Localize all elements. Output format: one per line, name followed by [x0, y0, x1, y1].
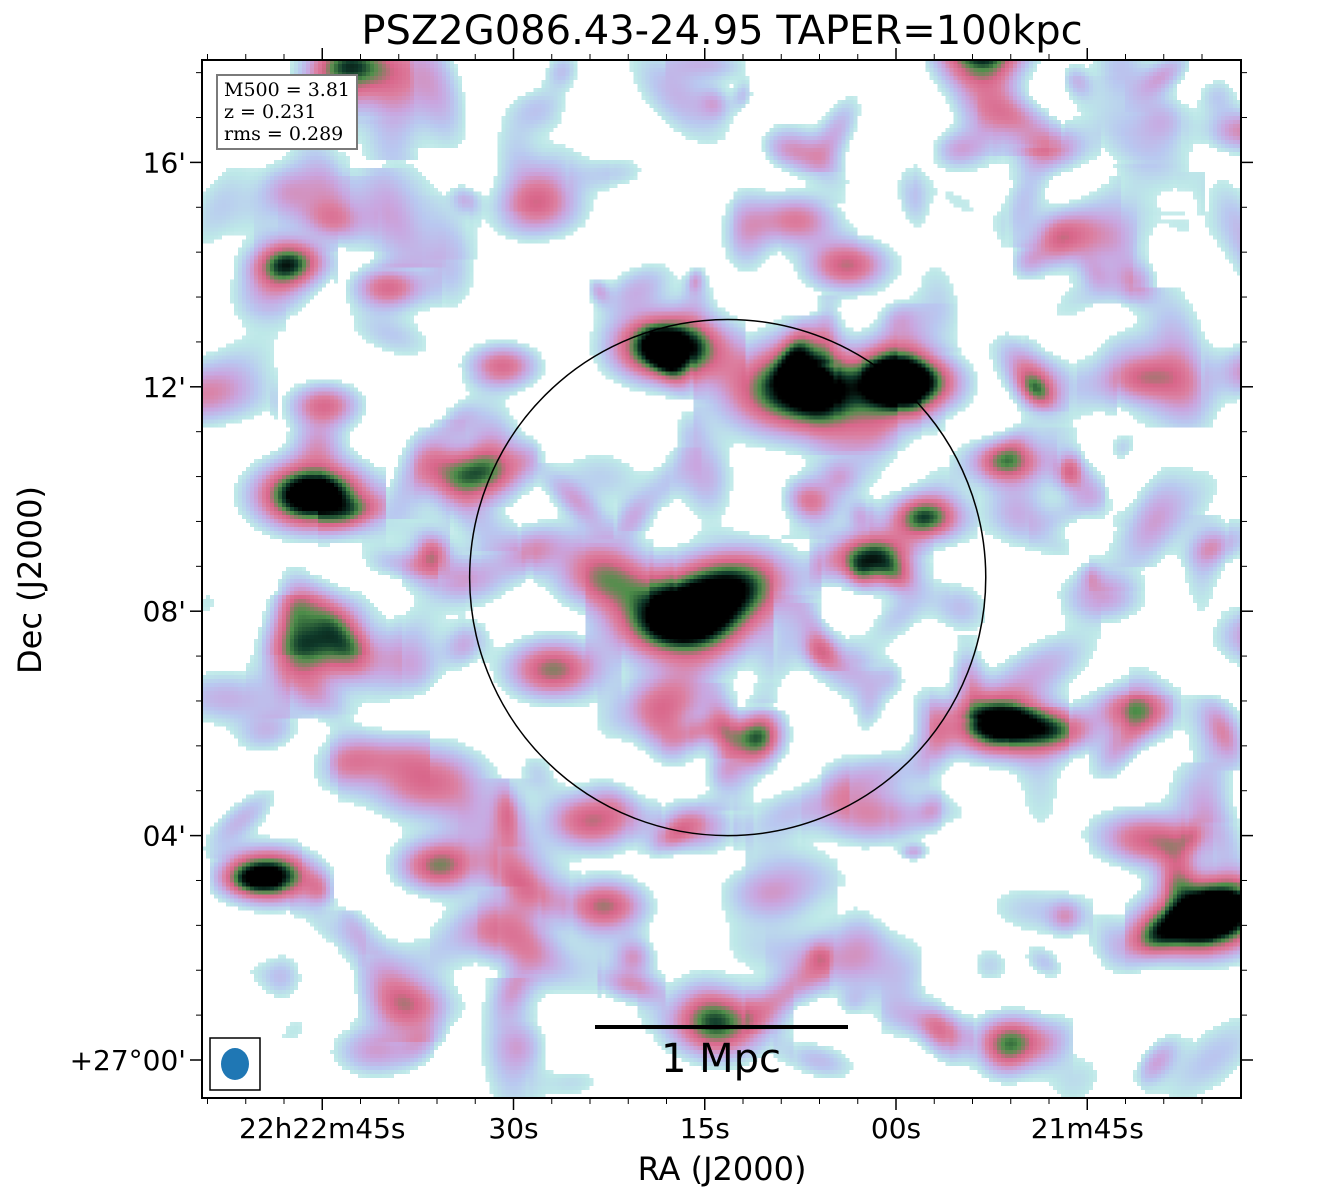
plot-frame — [201, 59, 1242, 1099]
scale-bar-label: 1 Mpc — [661, 1036, 781, 1082]
y-tick-label: 04' — [143, 820, 186, 853]
intensity-heatmap — [202, 60, 1241, 1098]
y-axis-label: Dec (J2000) — [11, 486, 49, 674]
rms-text: rms = 0.289 — [224, 123, 344, 145]
x-tick-label: 15s — [680, 1112, 730, 1145]
y-tick-label: 12' — [143, 371, 186, 404]
y-tick-label: +27°00' — [70, 1044, 186, 1077]
m500-text: M500 = 3.81 — [224, 79, 351, 101]
x-tick-label: 00s — [871, 1112, 921, 1145]
beam-ellipse — [221, 1048, 249, 1080]
y-tick-label: 08' — [143, 595, 186, 628]
info-box: M500 = 3.81 z = 0.231 rms = 0.289 — [216, 74, 359, 150]
redshift-text: z = 0.231 — [224, 101, 317, 123]
x-tick-label: 21m45s — [1031, 1112, 1144, 1145]
y-tick-label: 16' — [143, 146, 186, 179]
r500-circle — [468, 318, 987, 837]
chart-title: PSZ2G086.43-24.95 TAPER=100kpc — [361, 8, 1083, 54]
x-axis-label: RA (J2000) — [637, 1150, 807, 1188]
x-tick-label: 22h22m45s — [239, 1112, 406, 1145]
x-tick-label: 30s — [488, 1112, 538, 1145]
